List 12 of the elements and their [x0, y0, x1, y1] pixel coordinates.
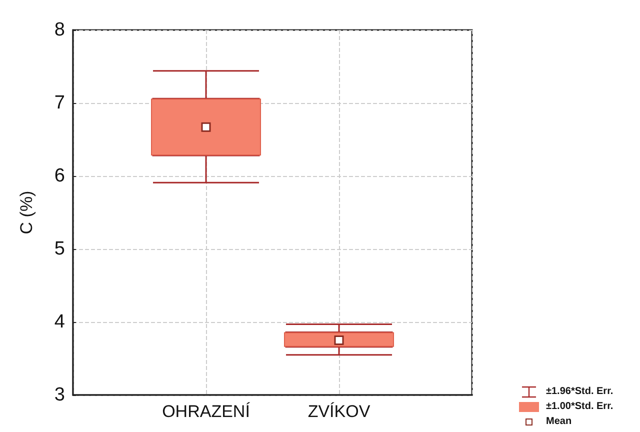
x-tick-label: OHRAZENÍ: [162, 402, 250, 421]
legend-label: ±1.96*Std. Err.: [546, 386, 614, 397]
x-tick-label: ZVÍKOV: [308, 402, 371, 421]
y-tick-label: 6: [54, 166, 65, 186]
legend-label: Mean: [546, 416, 572, 427]
y-axis-title: C (%): [17, 190, 36, 234]
legend-label: ±1.00*Std. Err.: [546, 401, 614, 412]
y-tick-label: 4: [54, 312, 66, 332]
y-tick-label: 7: [54, 92, 65, 114]
y-tick-label: 8: [54, 20, 65, 40]
y-tick-label: 5: [54, 238, 65, 260]
y-tick-label: 3: [54, 384, 65, 406]
